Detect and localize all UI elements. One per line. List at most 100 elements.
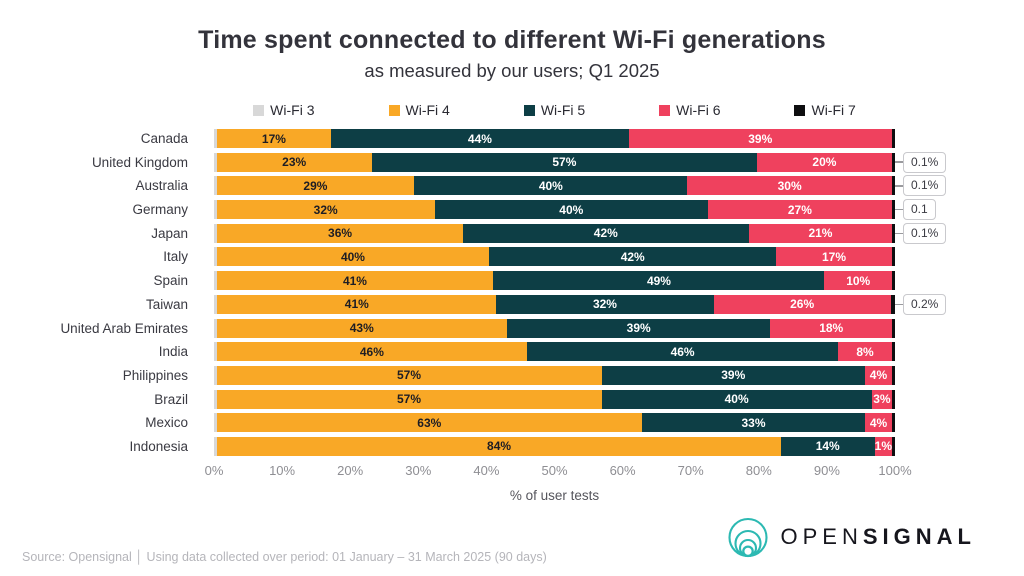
bar-segment-wi-fi-4: 43%: [216, 318, 507, 338]
bar-segment-value: 39%: [721, 368, 746, 383]
bar-segment-wi-fi-4: 29%: [216, 176, 415, 196]
bar-segment-wi-fi-6: 39%: [628, 129, 892, 148]
wifi7-callout: 0.1: [895, 199, 936, 221]
legend-label: Wi-Fi 3: [270, 102, 315, 118]
bar-segment-wi-fi-5: 46%: [527, 342, 838, 362]
bar-segment-value: 39%: [626, 321, 651, 335]
x-axis-tick: 80%: [745, 462, 772, 478]
bar-segment-value: 40%: [538, 178, 563, 193]
bar-segment-value: 18%: [819, 321, 844, 335]
bar-segment-value: 30%: [777, 178, 802, 193]
legend-swatch-icon: [659, 104, 671, 116]
legend-item-wi-fi-5: Wi-Fi 5: [523, 102, 586, 118]
legend-label: Wi-Fi 5: [540, 102, 586, 118]
bar-segment-value: 57%: [397, 392, 422, 407]
bar-segment-value: 14%: [815, 439, 840, 454]
bar-segment-wi-fi-4: 41%: [216, 271, 494, 291]
callout-value: 0.1: [903, 199, 936, 221]
bar-segment-value: 36%: [328, 226, 353, 241]
legend-item-wi-fi-3: Wi-Fi 3: [253, 102, 315, 118]
chart-row-canada: Canada 17% 44% 39%: [0, 129, 1024, 148]
bar-segment-wi-fi-3: [214, 318, 217, 338]
bar-segment-value: 46%: [359, 344, 384, 359]
bar-segment-value: 44%: [467, 131, 492, 146]
bar-segment-wi-fi-7: [892, 436, 896, 456]
chart-row-japan: Japan 36% 42% 21% 0.1%: [0, 222, 1024, 244]
logo-open: OPEN: [780, 524, 863, 549]
bar-segment-value: 43%: [349, 321, 374, 335]
callout-connector: [895, 208, 903, 211]
stacked-bar: 63% 33% 4%: [214, 413, 895, 433]
legend-swatch-icon: [523, 104, 535, 116]
legend-item-wi-fi-4: Wi-Fi 4: [388, 102, 450, 118]
stacked-bar: 84% 14% 1%: [214, 436, 896, 456]
chart-row-philippines: Philippines 57% 39% 4%: [0, 365, 1024, 385]
bar-segment-wi-fi-5: 40%: [601, 389, 872, 409]
bar-segment-wi-fi-6: 3%: [871, 389, 892, 409]
stacked-bar: 43% 39% 18%: [214, 318, 895, 338]
stacked-bar: 46% 46% 8%: [214, 342, 896, 362]
stacked-bar: 23% 57% 20%: [214, 152, 895, 172]
chart-row-brazil: Brazil 57% 40% 3%: [0, 389, 1024, 409]
wifi7-callout: 0.2%: [895, 293, 947, 315]
bar-segment-wi-fi-4: 36%: [217, 223, 463, 243]
chart-row-united-arab-emirates: United Arab Emirates 43% 39% 18%: [0, 318, 1024, 338]
bar-segment-wi-fi-5: 39%: [601, 365, 865, 385]
bar-segment-value: 41%: [344, 297, 369, 312]
bar-segment-value: 39%: [748, 131, 773, 146]
chart-row-taiwan: Taiwan 41% 32% 26% 0.2%: [0, 293, 1024, 315]
stacked-bar: 57% 40% 3%: [214, 389, 895, 409]
bar-segment-wi-fi-5: 42%: [489, 247, 776, 267]
bar-segment-wi-fi-3: [214, 176, 217, 196]
bar-segment-wi-fi-4: 23%: [216, 152, 372, 172]
chart-title: Time spent connected to different Wi-Fi …: [198, 26, 826, 54]
bar-segment-wi-fi-4: 84%: [217, 436, 781, 456]
bar-segment-wi-fi-6: 27%: [707, 200, 892, 220]
x-axis-tick: 90%: [813, 462, 840, 478]
bar-segment-value: 10%: [846, 273, 871, 288]
bar-segment-wi-fi-3: [214, 223, 218, 243]
bar-segment-value: 57%: [552, 155, 577, 170]
row-label: Philippines: [122, 367, 188, 383]
stacked-bar: 17% 44% 39%: [214, 129, 895, 148]
bar-segment-wi-fi-4: 46%: [216, 342, 528, 362]
x-axis-tick: 10%: [269, 462, 296, 478]
bar-segment-value: 57%: [397, 368, 422, 383]
x-axis-tick: 30%: [405, 462, 432, 478]
bar-segment-wi-fi-3: [214, 294, 218, 314]
bar-segment-wi-fi-6: 17%: [776, 247, 892, 267]
bar-segment-value: 3%: [873, 392, 891, 407]
callout-connector: [895, 303, 903, 306]
bar-segment-value: 63%: [417, 415, 442, 430]
bar-segment-value: 40%: [724, 392, 749, 407]
source-note: Source: Opensignal │ Using data collecte…: [22, 550, 547, 564]
wifi7-callout: 0.1%: [895, 151, 947, 173]
chart-row-india: India 46% 46% 8%: [0, 342, 1024, 362]
bar-segment-wi-fi-6: 30%: [687, 176, 892, 196]
legend-item-wi-fi-6: Wi-Fi 6: [659, 102, 720, 118]
callout-value: 0.1%: [903, 151, 947, 173]
row-label: India: [158, 344, 188, 360]
bar-segment-wi-fi-6: 8%: [837, 342, 893, 362]
bar-segment-value: 41%: [342, 273, 367, 288]
bar-segment-value: 21%: [808, 226, 833, 241]
bar-segment-wi-fi-7: [890, 294, 896, 314]
callout-connector: [895, 232, 903, 234]
legend-label: Wi-Fi 4: [405, 102, 450, 118]
bar-segment-value: 29%: [303, 178, 328, 193]
x-axis-tick: 70%: [677, 462, 704, 478]
bar-segment-wi-fi-6: 1%: [874, 436, 893, 456]
bar-segment-wi-fi-7: [892, 318, 895, 338]
bar-segment-wi-fi-5: 40%: [434, 200, 708, 220]
bar-segment-value: 4%: [869, 415, 888, 430]
legend-item-wi-fi-7: Wi-Fi 7: [794, 102, 856, 118]
bar-segment-wi-fi-7: [891, 152, 895, 172]
bar-segment-value: 23%: [282, 155, 307, 170]
bar-segment-wi-fi-4: 32%: [216, 200, 435, 220]
row-label: Italy: [163, 249, 188, 265]
bar-segment-value: 1%: [874, 439, 893, 454]
opensignal-wordmark: OPENSIGNAL: [781, 524, 976, 550]
bar-segment-wi-fi-7: [892, 342, 896, 362]
bar-segment-wi-fi-4: 63%: [216, 413, 643, 433]
bar-segment-value: 40%: [559, 202, 584, 217]
